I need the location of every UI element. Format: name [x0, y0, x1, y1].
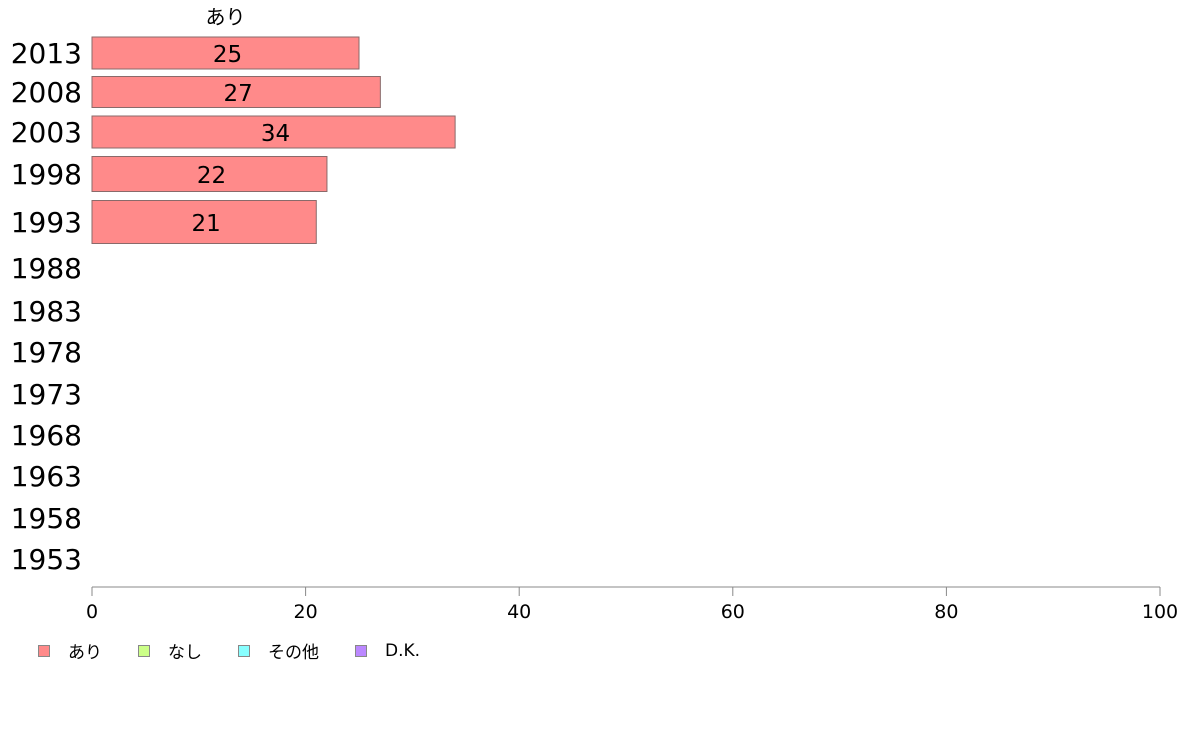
- legend-swatch-dk: [355, 644, 367, 657]
- legend-swatch-other: [238, 644, 250, 657]
- legend-item-nashi: なし: [138, 638, 202, 663]
- legend-label-nashi: なし: [168, 643, 202, 663]
- year-label-1958: 1958: [11, 502, 82, 535]
- legend-label-other: その他: [268, 643, 319, 663]
- bar-value-1993: 21: [191, 211, 220, 237]
- year-label-1993: 1993: [11, 206, 82, 239]
- series-header: あり: [206, 5, 246, 29]
- x-tick-label-40: 40: [507, 601, 531, 623]
- bar-2003: [91, 115, 456, 149]
- x-tick-label-0: 0: [86, 601, 98, 623]
- bar-1998: [91, 156, 328, 192]
- year-label-2003: 2003: [11, 116, 82, 149]
- year-label-1968: 1968: [11, 419, 82, 452]
- legend-label-ari: あり: [68, 643, 102, 663]
- year-label-2013: 2013: [11, 37, 82, 70]
- legend-swatch-ari: [38, 644, 50, 657]
- year-label-1988: 1988: [11, 252, 82, 285]
- bar-value-2008: 27: [224, 81, 253, 107]
- legend-item-dk: D.K.: [355, 641, 420, 661]
- year-label-1973: 1973: [11, 378, 82, 411]
- bar-value-1998: 22: [197, 163, 226, 189]
- year-label-1963: 1963: [11, 460, 82, 493]
- year-label-1953: 1953: [11, 543, 82, 576]
- bar-value-2003: 34: [261, 121, 290, 147]
- x-tick-label-100: 100: [1142, 601, 1178, 623]
- year-label-2008: 2008: [11, 76, 82, 109]
- year-label-1978: 1978: [11, 336, 82, 369]
- x-tick-label-20: 20: [294, 601, 318, 623]
- bar-1993: [91, 200, 317, 244]
- year-label-1998: 1998: [11, 158, 82, 191]
- legend: あり なし その他 D.K.: [38, 638, 456, 663]
- legend-item-other: その他: [238, 638, 319, 663]
- bar-2008: [91, 76, 381, 108]
- legend-swatch-nashi: [138, 644, 150, 657]
- legend-item-ari: あり: [38, 638, 102, 663]
- year-label-1983: 1983: [11, 295, 82, 328]
- legend-label-dk: D.K.: [385, 640, 421, 661]
- x-tick-label-80: 80: [934, 601, 958, 623]
- bar-value-2013: 25: [213, 42, 242, 68]
- x-tick-label-60: 60: [721, 601, 745, 623]
- bar-2013: [91, 36, 360, 70]
